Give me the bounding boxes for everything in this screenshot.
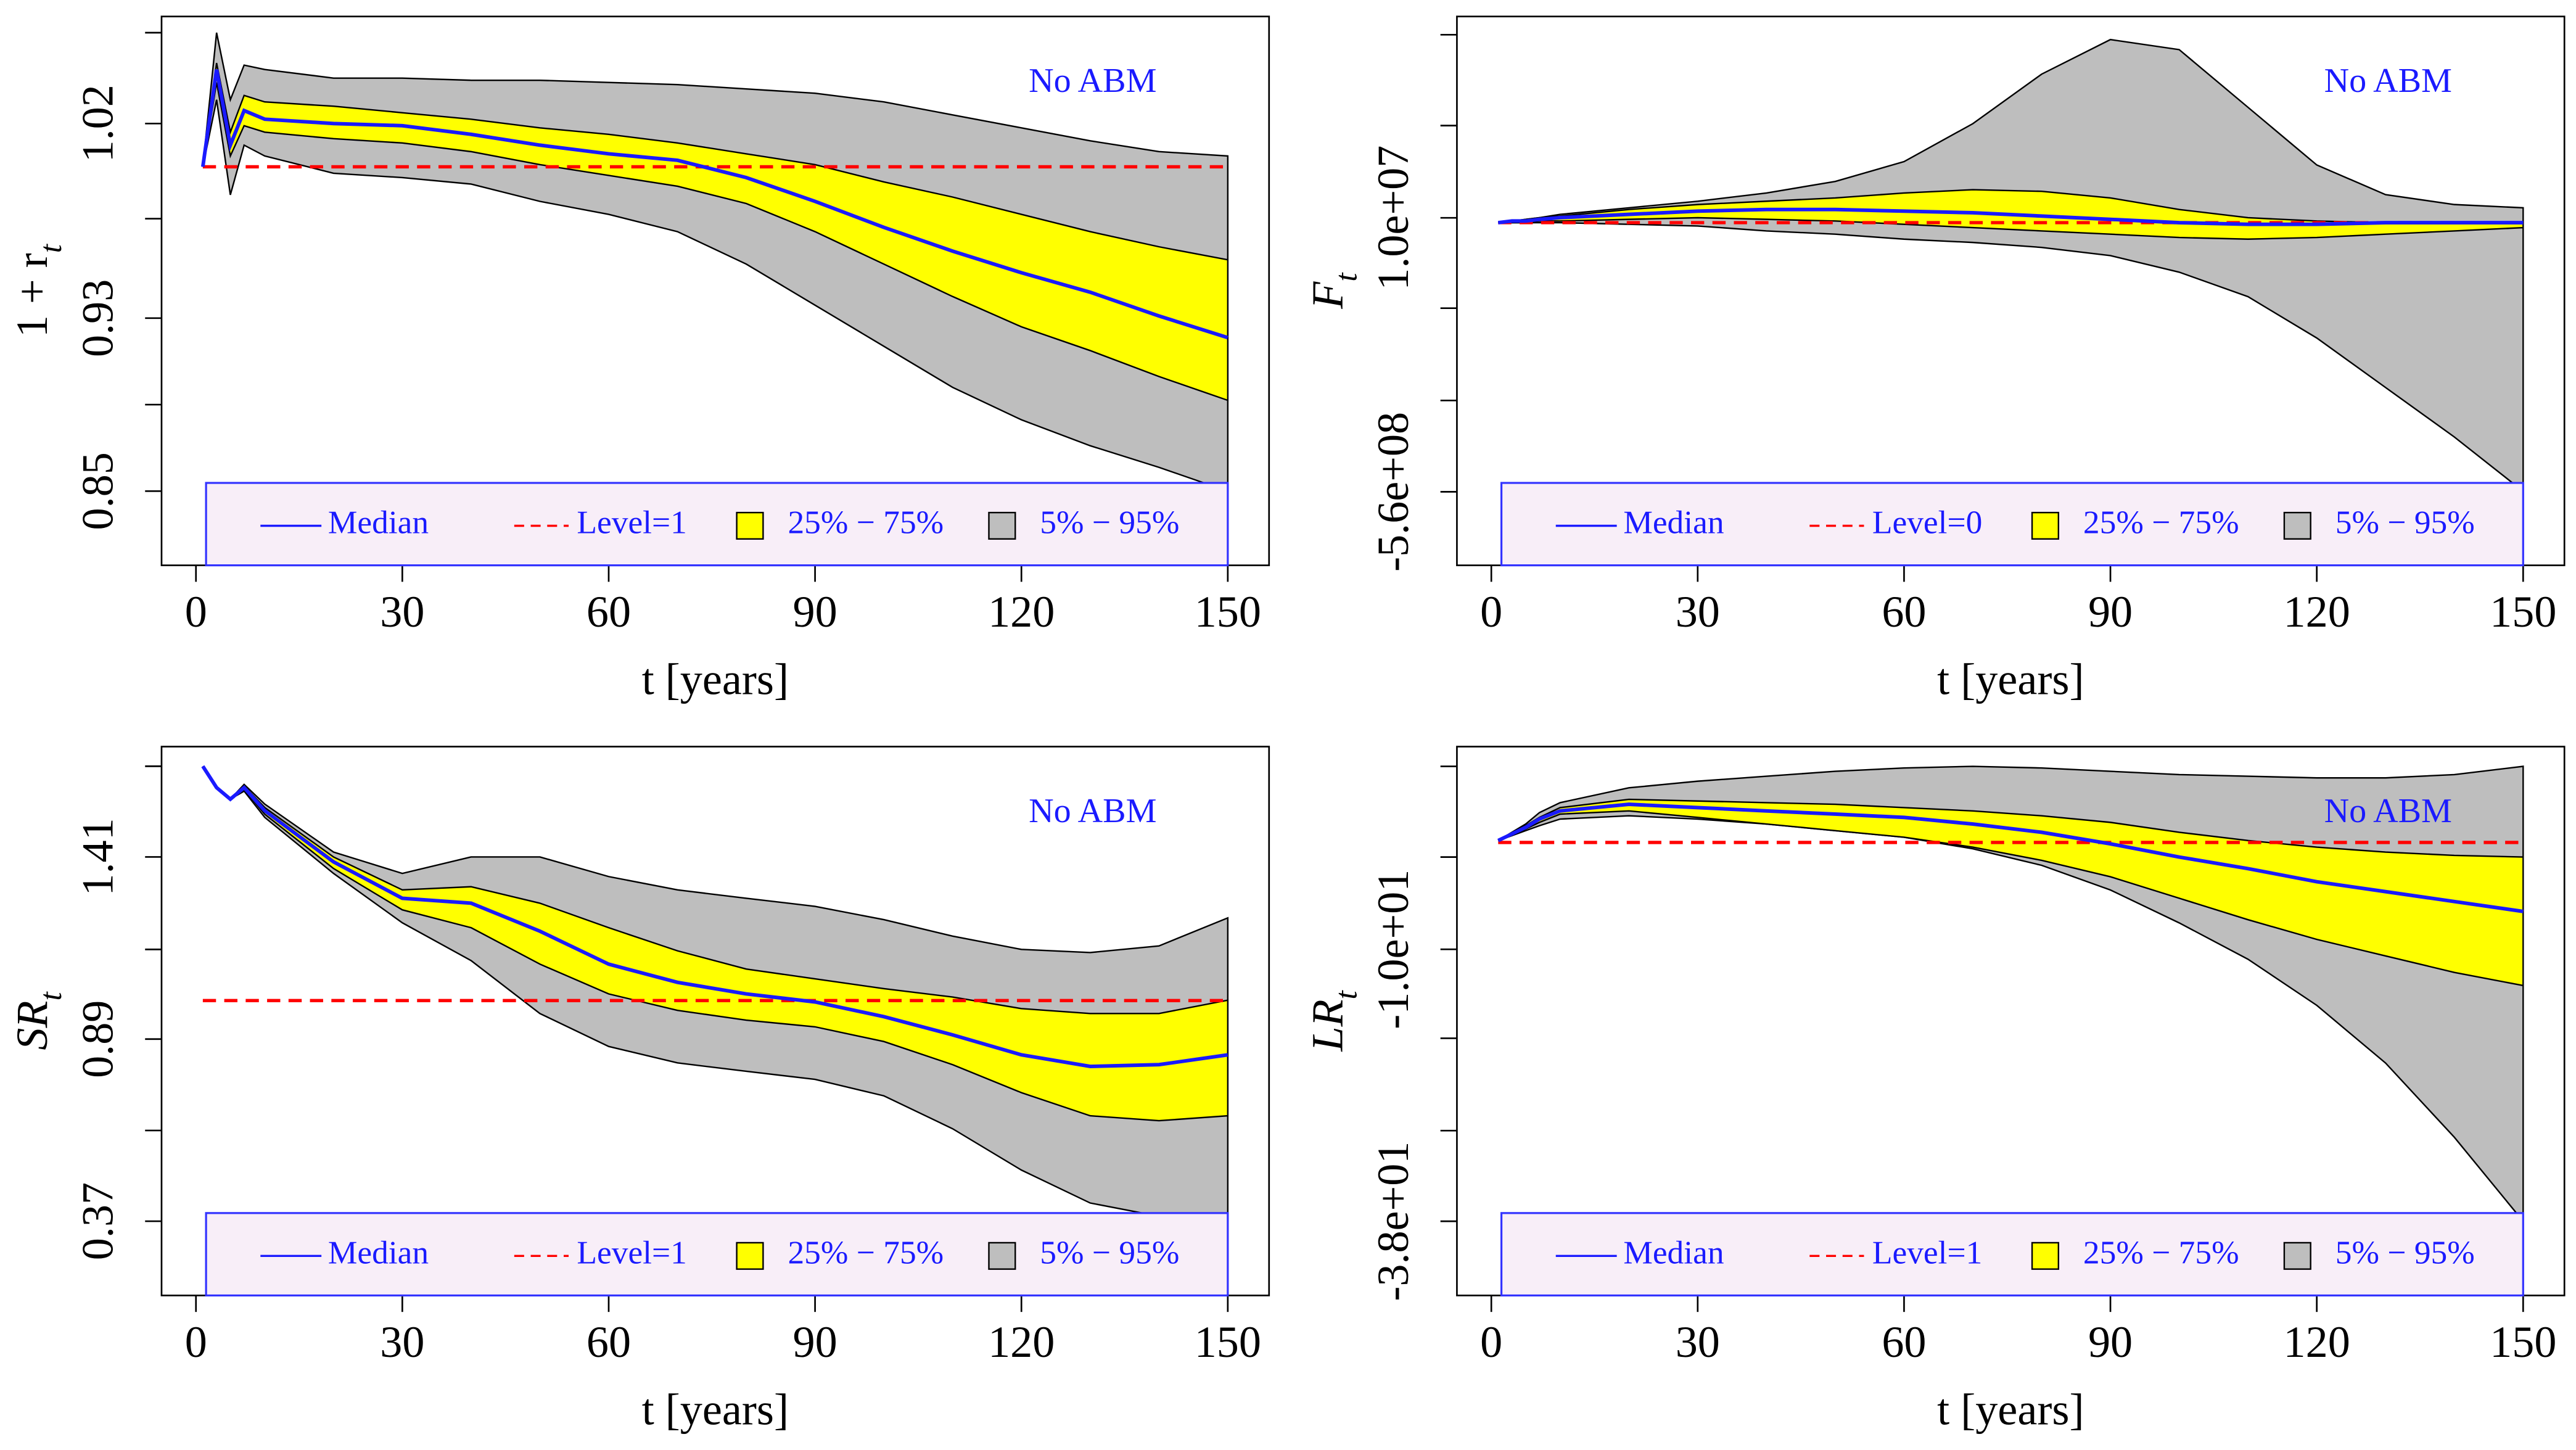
legend-swatch <box>736 1242 764 1270</box>
y-tick-label: 1.41 <box>73 818 122 896</box>
median-line <box>201 765 1228 1068</box>
x-axis-label: t [years] <box>1937 1385 2084 1434</box>
panel: 0 30 60 90 120 150 1.41 0.89 0.37 t [years] SRt No … <box>7 746 1270 1434</box>
legend-box <box>205 1212 1229 1297</box>
band <box>1498 38 2524 493</box>
annotation: No ABM <box>2324 62 2452 100</box>
y-axis-label-sub: t <box>33 243 68 253</box>
legend-label: 5% − 95% <box>1040 1234 1179 1271</box>
x-tick-label: 30 <box>1676 1317 1720 1367</box>
legend-box <box>1500 482 2524 567</box>
annotation: No ABM <box>1029 792 1156 830</box>
legend-box <box>205 482 1229 567</box>
x-axis-label: t [years] <box>1937 655 2084 704</box>
y-axis-label: 1 + rt <box>7 243 67 337</box>
legend-swatch <box>736 511 764 540</box>
x-tick-label: 60 <box>1882 1317 1926 1367</box>
band <box>1497 798 2524 987</box>
annotation: No ABM <box>2324 792 2452 830</box>
x-tick-label: 90 <box>793 1317 837 1367</box>
x-tick-label: 60 <box>586 587 631 636</box>
x-tick-label: 150 <box>2490 1317 2556 1367</box>
legend-label: Level=1 <box>1872 1234 1983 1271</box>
legend-swatch <box>2283 1242 2311 1270</box>
x-tick-label: 120 <box>988 587 1055 636</box>
x-axis-label: t [years] <box>642 1385 789 1434</box>
y-tick-label: 0.89 <box>73 1000 122 1078</box>
legend-label: Median <box>328 504 429 541</box>
x-tick-label: 120 <box>988 1317 1055 1367</box>
legend-label: 5% − 95% <box>1040 504 1179 541</box>
band <box>202 765 1229 1122</box>
y-tick-label: -5.6e+08 <box>1368 412 1418 572</box>
legend-label: 5% − 95% <box>2335 1234 2475 1271</box>
y-tick-label: 1.0e+07 <box>1368 146 1418 290</box>
x-tick-label: 90 <box>2088 1317 2133 1367</box>
legend-swatch <box>988 511 1016 540</box>
median-line <box>1497 802 2524 913</box>
legend-label: 25% − 75% <box>788 1234 944 1271</box>
x-tick-label: 30 <box>1676 587 1720 636</box>
y-axis-label: LRt <box>1302 989 1363 1052</box>
legend-label: 5% − 95% <box>2335 504 2475 541</box>
legend-swatch <box>988 1242 1016 1270</box>
legend-label: 25% − 75% <box>2083 504 2239 541</box>
legend-label: Level=1 <box>577 1234 687 1271</box>
legend-label: Level=1 <box>577 504 687 541</box>
x-tick-label: 60 <box>1882 587 1926 636</box>
x-tick-label: 150 <box>1195 587 1261 636</box>
x-tick-label: 90 <box>793 587 837 636</box>
band <box>202 62 1229 402</box>
x-tick-label: 120 <box>2284 1317 2350 1367</box>
x-axis-label: t [years] <box>642 655 789 704</box>
y-tick-label: 0.37 <box>73 1182 122 1260</box>
x-tick-label: 30 <box>380 587 424 636</box>
y-axis-label: SRt <box>7 991 67 1050</box>
legend-label: 25% − 75% <box>2083 1234 2239 1271</box>
y-axis-label-main: LR <box>1302 999 1352 1052</box>
legend-swatch <box>2031 511 2060 540</box>
legend-label: Median <box>1623 504 1724 541</box>
y-tick-label: -1.0e+01 <box>1368 870 1418 1029</box>
x-tick-label: 0 <box>185 1317 207 1367</box>
y-axis-label-main: 1 + r <box>7 253 56 337</box>
annotation: No ABM <box>1029 62 1156 100</box>
y-axis-label-sub: t <box>33 991 68 1000</box>
legend-swatch <box>2031 1242 2060 1270</box>
legend-box <box>1500 1212 2524 1297</box>
y-tick-label: -3.8e+01 <box>1368 1142 1418 1301</box>
legend-label: Median <box>1623 1234 1724 1271</box>
y-axis-label-main: SR <box>7 1000 56 1050</box>
y-tick-label: 1.02 <box>73 84 122 162</box>
x-tick-label: 60 <box>586 1317 631 1367</box>
panel: 0 30 60 90 120 150 -1.0e+01 -3.8e+01 t [years] LR… <box>1302 746 2566 1434</box>
x-tick-label: 90 <box>2088 587 2133 636</box>
y-tick-label: 0.93 <box>73 279 122 357</box>
x-tick-label: 0 <box>1480 587 1502 636</box>
x-tick-label: 120 <box>2284 587 2350 636</box>
y-axis-label-sub: t <box>1328 272 1363 282</box>
panel: 0 30 60 90 120 150 1.02 0.93 0.85 t [years] 1 + rt… <box>7 15 1270 704</box>
median-line <box>1497 207 2524 226</box>
y-tick-label: 0.85 <box>73 452 122 530</box>
x-tick-label: 150 <box>2490 587 2556 636</box>
median-line <box>200 69 1228 340</box>
x-tick-label: 0 <box>1480 1317 1502 1367</box>
legend-label: Level=0 <box>1872 504 1983 541</box>
y-axis-label-sub: t <box>1328 989 1363 999</box>
y-axis-label-main: F <box>1302 281 1352 310</box>
x-tick-label: 0 <box>185 587 207 636</box>
x-tick-label: 30 <box>380 1317 424 1367</box>
x-tick-label: 150 <box>1195 1317 1261 1367</box>
panel: 0 30 60 90 120 150 1.0e+07 -5.6e+08 t [years] Ft N… <box>1302 15 2566 704</box>
legend-label: Median <box>328 1234 429 1271</box>
legend-label: 25% − 75% <box>788 504 944 541</box>
y-axis-label: Ft <box>1302 272 1363 310</box>
legend-swatch <box>2283 511 2311 540</box>
